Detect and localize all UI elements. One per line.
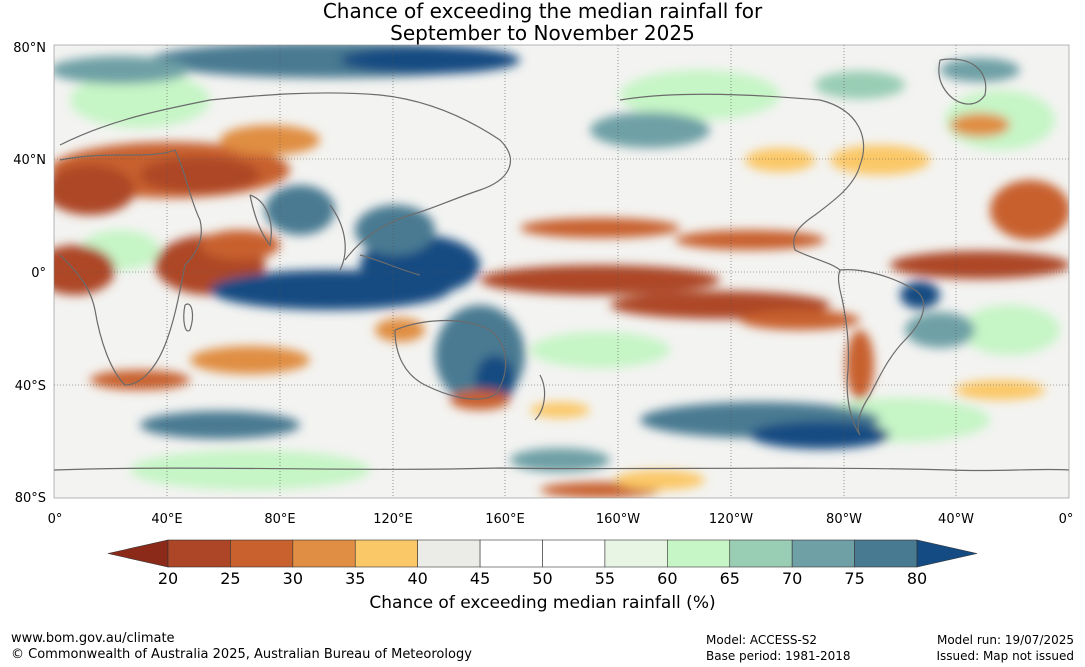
footer-base-period: Base period: 1981-2018 (706, 649, 851, 663)
colorbar-tick-label: 50 (532, 569, 552, 588)
lon-label: 80°E (264, 512, 295, 527)
footer-copyright: © Commonwealth of Australia 2025, Austra… (11, 647, 472, 662)
graticule (54, 45, 1069, 498)
lon-label: 120°E (373, 512, 413, 527)
colorbar-swatch (667, 539, 731, 568)
lat-label: 80°N (13, 41, 46, 56)
lon-label: 80°W (826, 512, 862, 527)
lon-label: 0° (48, 512, 63, 527)
colorbar-swatch (354, 539, 418, 568)
colorbar: 20 25 30 35 40 45 50 55 60 65 70 75 80 (107, 539, 978, 588)
map-title-line2: September to November 2025 (390, 21, 695, 45)
map-frame (53, 44, 1070, 499)
colorbar-tick-label: 75 (844, 569, 864, 588)
colorbar-swatch (604, 539, 668, 568)
colorbar-tick-label: 30 (283, 569, 303, 588)
colorbar-high-arrow (916, 539, 978, 568)
footer-issued: Issued: Map not issued (936, 649, 1074, 663)
colorbar-title: Chance of exceeding median rainfall (%) (369, 593, 716, 613)
lon-label: 120°W (709, 512, 753, 527)
colorbar-tick-label: 20 (158, 569, 178, 588)
colorbar-swatch (791, 539, 855, 568)
lat-label: 40°S (15, 379, 46, 394)
latitude-labels: 80°N 40°N 0° 40°S 80°S (13, 41, 46, 506)
colorbar-tick-label: 70 (782, 569, 802, 588)
colorbar-tick-label: 35 (345, 569, 365, 588)
colorbar-tick-label: 45 (470, 569, 490, 588)
lat-label: 40°N (13, 153, 46, 168)
lon-label: 0° (1059, 512, 1074, 527)
colorbar-swatch (479, 539, 543, 568)
lon-label: 160°W (596, 512, 640, 527)
lat-label: 0° (31, 266, 46, 281)
rainfall-anomaly-field (54, 45, 1069, 498)
colorbar-swatch (167, 539, 231, 568)
colorbar-tick-label: 55 (595, 569, 615, 588)
colorbar-swatch (854, 539, 918, 568)
lon-label: 40°E (151, 512, 182, 527)
colorbar-swatch (542, 539, 606, 568)
lat-label: 80°S (15, 491, 46, 506)
lon-label: 40°W (938, 512, 974, 527)
colorbar-swatch (729, 539, 793, 568)
colorbar-swatch (292, 539, 356, 568)
colorbar-tick-label: 25 (220, 569, 240, 588)
longitude-labels: 0° 40°E 80°E 120°E 160°E 160°W 120°W 80°… (48, 512, 1074, 527)
coastlines (54, 58, 1069, 472)
colorbar-tick-label: 65 (720, 569, 740, 588)
colorbar-swatch (417, 539, 481, 568)
colorbar-tick-label: 60 (657, 569, 677, 588)
colorbar-swatch (230, 539, 294, 568)
footer-url[interactable]: www.bom.gov.au/climate (11, 631, 175, 646)
colorbar-tick-label: 40 (407, 569, 427, 588)
footer-model: Model: ACCESS-S2 (706, 633, 818, 647)
lon-label: 160°E (485, 512, 525, 527)
colorbar-low-arrow (107, 539, 169, 568)
footer-model-run: Model run: 19/07/2025 (936, 633, 1074, 647)
map-title-line1: Chance of exceeding the median rainfall … (322, 0, 763, 23)
colorbar-tick-label: 80 (907, 569, 927, 588)
